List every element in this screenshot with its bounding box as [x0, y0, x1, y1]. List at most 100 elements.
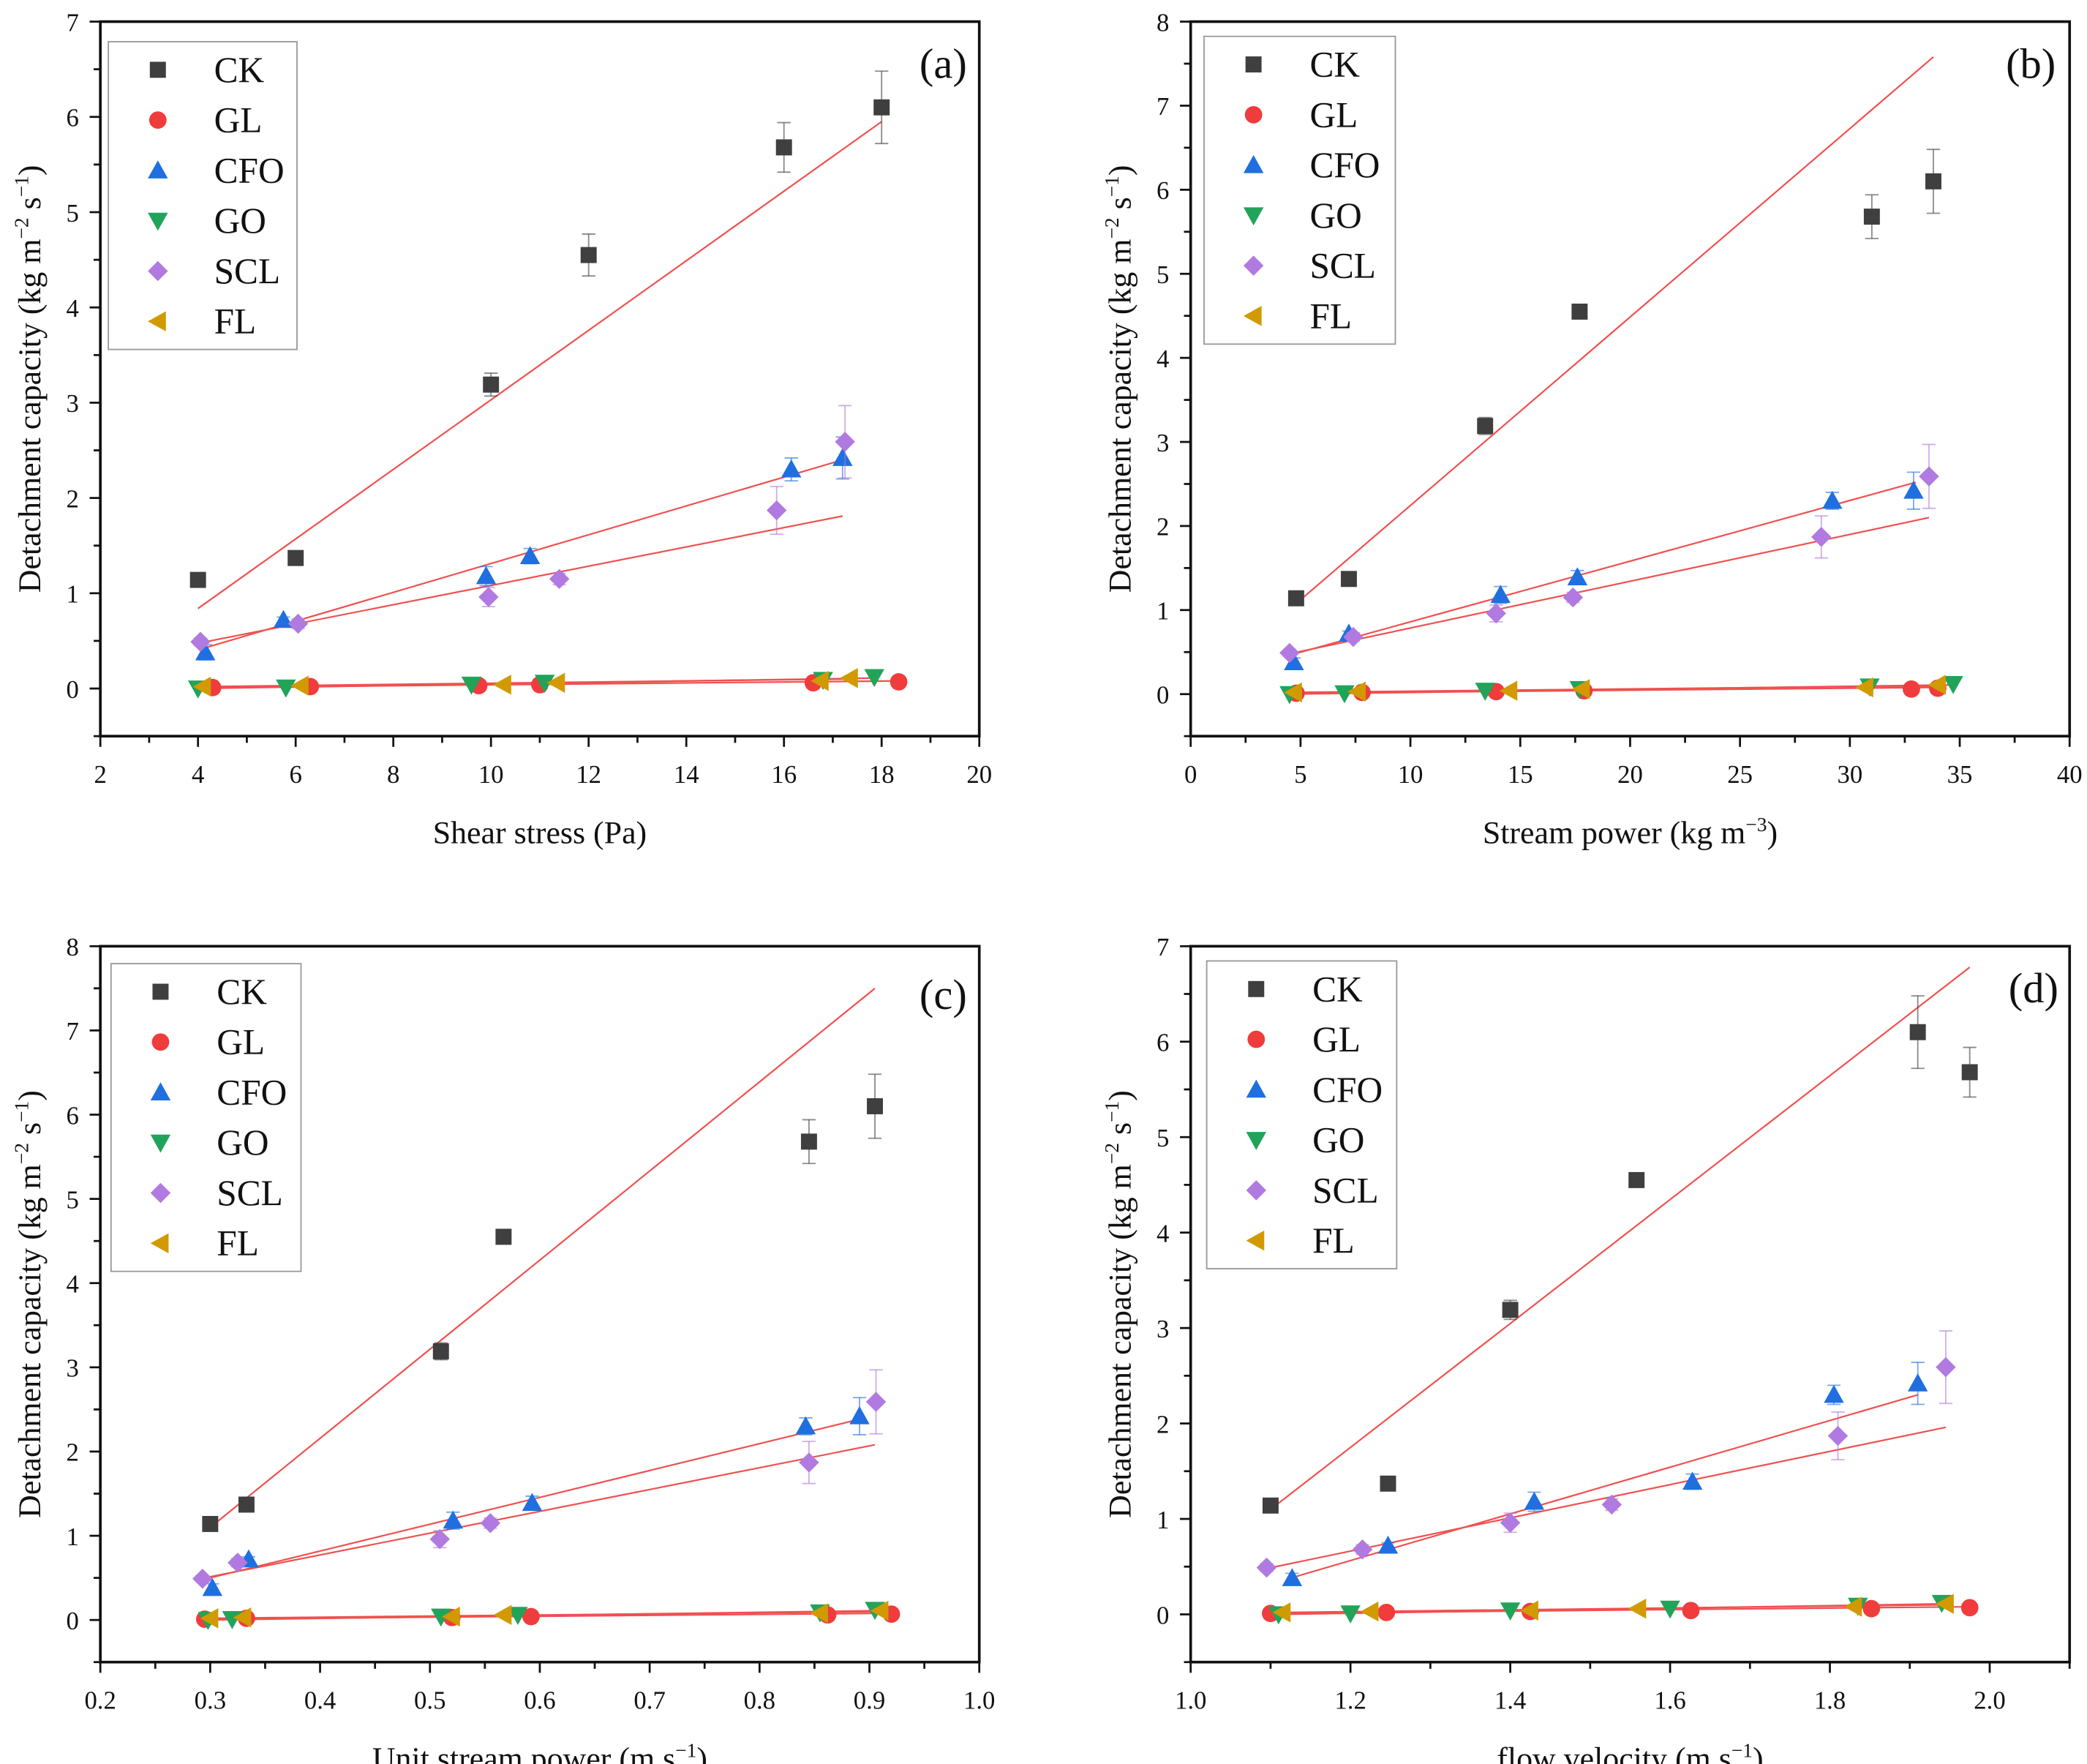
series-scl [190, 405, 855, 652]
legend: CK GL CFO GO SCL FL [110, 963, 302, 1272]
series-scl [192, 1369, 887, 1589]
superscript: −1 [1101, 1101, 1123, 1122]
x-tick-label: 0.5 [414, 1686, 445, 1715]
legend-label: CFO [1312, 1070, 1383, 1110]
data-point-go [534, 675, 555, 693]
panel-label: (c) [920, 971, 967, 1018]
legend-box [1206, 960, 1398, 1269]
data-point-ck [1571, 303, 1588, 320]
data-point-ck [495, 1228, 512, 1245]
data-point-cfo [443, 1510, 464, 1529]
legend-label: FL [1312, 1220, 1355, 1261]
data-point-fl [1272, 1602, 1291, 1623]
legend-label: CK [1309, 45, 1360, 85]
series-cfo [202, 1397, 870, 1596]
data-point-scl [287, 613, 309, 634]
legend-label: GO [1309, 195, 1361, 236]
text-part: ) [1753, 1741, 1764, 1764]
x-tick-label: 25 [1727, 760, 1753, 789]
data-point-go [431, 1608, 451, 1627]
panel-label: (d) [2009, 964, 2058, 1012]
data-point-scl [1919, 466, 1939, 487]
chart-panel-b: 0 5 10 15 20 25 30 35 40 0 1 2 3 4 5 6 7 8 Stream power (k… [1101, 8, 2083, 850]
data-point-gl [522, 1607, 540, 1626]
x-tick-label: 18 [869, 760, 895, 789]
legend: CK GL CFO GO SCL FL [1203, 35, 1396, 345]
panel-label: (b) [2006, 40, 2056, 87]
data-point-scl [478, 587, 499, 607]
y-tick-label: 5 [1157, 260, 1169, 289]
x-tick-label: 0.7 [633, 1686, 665, 1715]
data-point-ck [867, 1098, 884, 1114]
superscript: −1 [675, 1740, 696, 1762]
chart-panel-d: 1.0 1.2 1.4 1.6 1.8 2.0 0 1 2 3 4 5 6 7 flow velocity … [1101, 933, 2072, 1764]
fit-line-ck [1298, 56, 1934, 603]
y-tick-label: 4 [1157, 345, 1169, 373]
data-point-gl [1862, 1599, 1881, 1618]
y-tick-label: 3 [1157, 1315, 1169, 1343]
x-tick-label: 1.2 [1334, 1686, 1366, 1715]
legend-marker [1247, 1030, 1266, 1048]
series-fl [192, 668, 858, 697]
legend-label: CFO [214, 150, 285, 190]
data-point-ck [1925, 173, 1941, 189]
fit-line-scl [1266, 1426, 1947, 1569]
data-point-ck [1287, 590, 1304, 607]
text-part: Shear stress (Pa) [433, 815, 647, 850]
data-point-fl [233, 1607, 252, 1628]
x-tick-label: 4 [192, 760, 204, 789]
y-tick-label: 7 [1157, 933, 1169, 961]
data-point-cfo [1377, 1535, 1399, 1554]
x-axis-title: Stream power (kg m−3) [1483, 814, 1778, 850]
data-point-fl [1360, 1601, 1379, 1622]
legend-item-gl: GL [1244, 94, 1358, 135]
legend-item-cfo: CFO [1246, 1070, 1383, 1110]
legend-label: GL [1312, 1019, 1361, 1059]
data-point-fl [1936, 1594, 1954, 1614]
series-scl [1256, 1330, 1956, 1578]
data-point-cfo [849, 1405, 870, 1425]
y-tick-label: 6 [67, 1101, 79, 1130]
y-tick-label: 0 [67, 675, 79, 704]
data-point-gl [1960, 1599, 1979, 1617]
y-tick-label: 7 [1157, 92, 1169, 121]
legend-label: SCL [214, 251, 281, 291]
legend-box [110, 963, 302, 1272]
text-part: ) [1767, 815, 1778, 850]
text-part: Detachment capacity (kg m [12, 1164, 48, 1518]
y-tick-label: 2 [1157, 1410, 1169, 1438]
x-tick-label: 2 [94, 760, 106, 789]
legend-label: CK [214, 50, 265, 90]
series-fl [200, 1600, 889, 1629]
legend-item-fl: FL [1246, 1220, 1355, 1261]
legend-item-go: GO [150, 1122, 269, 1163]
superscript: −2 [1101, 217, 1123, 239]
legend-marker [150, 1233, 169, 1254]
data-point-go [1334, 685, 1355, 704]
fit-line-scl [204, 1444, 876, 1579]
legend-label: CK [1312, 969, 1363, 1009]
data-point-scl [1811, 527, 1832, 547]
legend-box [108, 41, 298, 350]
legend-marker [1248, 980, 1265, 997]
data-point-fl [493, 1605, 512, 1625]
x-axis-title: Unit stream power (m s−1) [372, 1740, 707, 1764]
legend-item-ck: CK [1245, 45, 1360, 85]
text-part: ) [12, 1090, 48, 1101]
legend-marker [1246, 1132, 1267, 1150]
y-tick-label: 6 [1157, 176, 1169, 205]
x-tick-label: 0.9 [854, 1686, 885, 1715]
legend-label: FL [214, 301, 257, 342]
data-point-fl [810, 1603, 828, 1624]
x-tick-label: 1.0 [1175, 1686, 1206, 1715]
y-tick-label: 2 [67, 1438, 79, 1467]
plot-frame [1189, 945, 2072, 1664]
legend: CK GL CFO GO SCL FL [108, 41, 298, 350]
y-tick-label: 4 [67, 294, 79, 323]
data-point-scl [865, 1392, 887, 1412]
fit-line-cfo [203, 459, 843, 650]
superscript: −2 [10, 1143, 32, 1164]
data-point-gl [1903, 680, 1920, 698]
legend-label: GL [1309, 94, 1358, 135]
